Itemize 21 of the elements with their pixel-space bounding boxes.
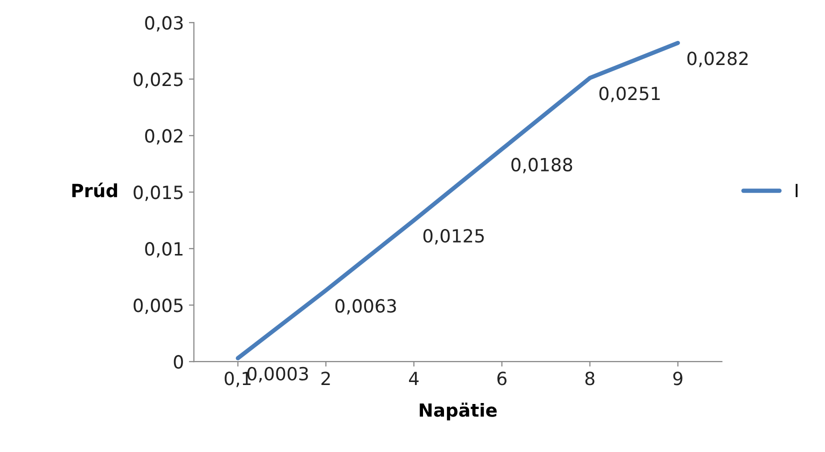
x-axis-title: Napätie	[420, 402, 497, 420]
y-tick-label: 0,015	[134, 186, 183, 202]
line-series	[236, 40, 680, 360]
y-tick-label: 0,02	[145, 129, 182, 145]
y-tick-label: 0,025	[134, 72, 183, 88]
data-label: 0,0251	[599, 86, 660, 102]
y-tick-label: 0,01	[145, 242, 182, 258]
data-label: 0,0125	[423, 229, 484, 244]
y-axis-title: Prúd	[72, 182, 118, 198]
x-tick-label: 4	[409, 372, 419, 386]
legend-label: I	[796, 184, 798, 198]
x-tick-label: 9	[673, 372, 682, 386]
x-tick-label: 6	[497, 372, 506, 386]
data-label: 0,0188	[511, 158, 572, 174]
x-tick-label: 2	[321, 372, 330, 386]
data-label: 0,0282	[687, 52, 748, 68]
y-tick-label: 0	[174, 355, 183, 369]
x-tick-label: 8	[585, 372, 594, 386]
data-label: 0,0063	[335, 299, 396, 315]
y-tick-label: 0,03	[145, 16, 183, 32]
y-tick-label: 0,005	[134, 298, 183, 314]
